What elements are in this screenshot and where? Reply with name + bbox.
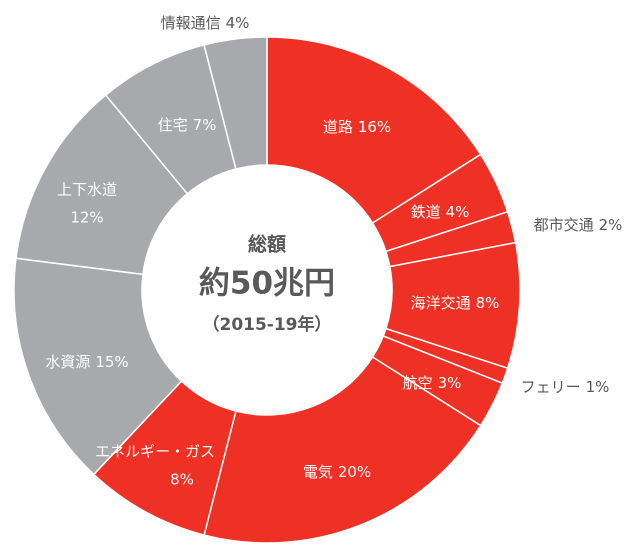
- slices: [13, 36, 521, 544]
- slice-category: 上下水道: [57, 181, 117, 199]
- slice-value: 4%: [446, 203, 470, 221]
- slice-label: 電気 20%: [303, 463, 371, 481]
- slice-value: 7%: [193, 116, 217, 134]
- slice-category: 住宅: [158, 116, 188, 134]
- slice-label: フェリー 1%: [521, 378, 610, 396]
- slice-value: 12%: [70, 209, 103, 227]
- slice-label: 航空 3%: [403, 374, 462, 392]
- slice: [203, 355, 482, 544]
- slice-category: 都市交通: [534, 216, 594, 234]
- slice-category: 道路: [323, 118, 353, 136]
- slice-label: 海洋交通 8%: [411, 294, 500, 312]
- slice-category: エネルギー・ガス: [95, 443, 215, 461]
- slice-category: 情報通信: [161, 14, 221, 32]
- slice-value: 2%: [599, 216, 623, 234]
- slice-value: 8%: [170, 471, 194, 489]
- slice-value: 20%: [338, 463, 371, 481]
- slice-label: 道路 16%: [323, 118, 391, 136]
- slice: [203, 36, 268, 170]
- slice: [13, 257, 183, 476]
- slice-value: 1%: [586, 378, 610, 396]
- slice-label: 鉄道 4%: [411, 203, 470, 221]
- slice-category: 鉄道: [411, 203, 441, 221]
- center-label: 総額: [248, 233, 286, 256]
- slice-label: 情報通信 4%: [161, 14, 250, 32]
- slice-category: フェリー: [521, 378, 581, 396]
- slice-value: 15%: [95, 353, 128, 371]
- center-period: （2015-19年）: [202, 314, 331, 335]
- slice: [266, 36, 482, 225]
- slice-category: 水資源: [45, 353, 90, 371]
- slice-label: 水資源 15%: [45, 353, 128, 371]
- slice-value: 4%: [226, 14, 250, 32]
- slice-value: 3%: [438, 374, 462, 392]
- slice-label: 住宅 7%: [158, 116, 217, 134]
- slice-value: 8%: [476, 294, 500, 312]
- slice-category: 海洋交通: [411, 294, 471, 312]
- slice-category: 電気: [303, 463, 333, 481]
- center-total: 約50兆円: [199, 266, 335, 302]
- slice-category: 航空: [403, 374, 433, 392]
- slice-label: 都市交通 2%: [534, 216, 623, 234]
- slice-value: 16%: [358, 118, 391, 136]
